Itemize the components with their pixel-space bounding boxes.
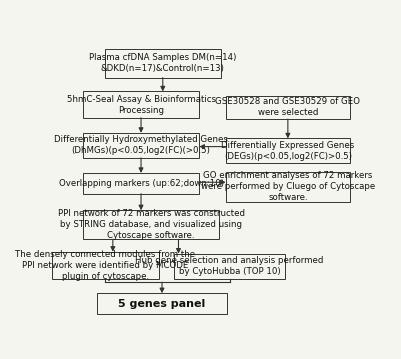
FancyBboxPatch shape: [83, 92, 199, 118]
FancyBboxPatch shape: [52, 252, 159, 279]
FancyBboxPatch shape: [226, 172, 350, 202]
Text: GO enrichment analyses of 72 markers
were performed by Cluego of Cytoscape
softw: GO enrichment analyses of 72 markers wer…: [201, 171, 375, 202]
Text: GSE30528 and GSE30529 of GEO
were selected: GSE30528 and GSE30529 of GEO were select…: [215, 97, 360, 117]
Text: PPI network of 72 markers was constructed
by STRING database, and visualized usi: PPI network of 72 markers was constructe…: [58, 209, 245, 241]
Text: Overlapping markers (up:62;down:10): Overlapping markers (up:62;down:10): [59, 179, 223, 188]
FancyBboxPatch shape: [226, 139, 350, 163]
Text: Hub gene selection and analysis performed
by CytoHubba (TOP 10): Hub gene selection and analysis performe…: [136, 256, 324, 276]
Text: Plasma cfDNA Samples DM(n=14)
&DKD(n=17)&Control(n=13): Plasma cfDNA Samples DM(n=14) &DKD(n=17)…: [89, 53, 237, 73]
FancyBboxPatch shape: [83, 210, 219, 239]
Text: 5hmC-Seal Assay & Bioinformatics
Processing: 5hmC-Seal Assay & Bioinformatics Process…: [67, 94, 215, 115]
FancyBboxPatch shape: [226, 95, 350, 119]
Text: Differentially Expressed Genes
(DEGs)(p<0.05,log2(FC)>0.5): Differentially Expressed Genes (DEGs)(p<…: [221, 141, 354, 161]
Text: Differentially Hydroxymethylated Genes
(DhMGs)(p<0.05,log2(FC)(>0.5): Differentially Hydroxymethylated Genes (…: [54, 135, 228, 155]
FancyBboxPatch shape: [83, 133, 199, 158]
Text: 5 genes panel: 5 genes panel: [118, 299, 206, 309]
FancyBboxPatch shape: [97, 293, 227, 314]
FancyBboxPatch shape: [174, 254, 285, 279]
FancyBboxPatch shape: [83, 173, 199, 194]
Text: The densely connected modules from the
PPI network were identified by MCODE
plug: The densely connected modules from the P…: [15, 250, 195, 281]
FancyBboxPatch shape: [105, 48, 221, 78]
